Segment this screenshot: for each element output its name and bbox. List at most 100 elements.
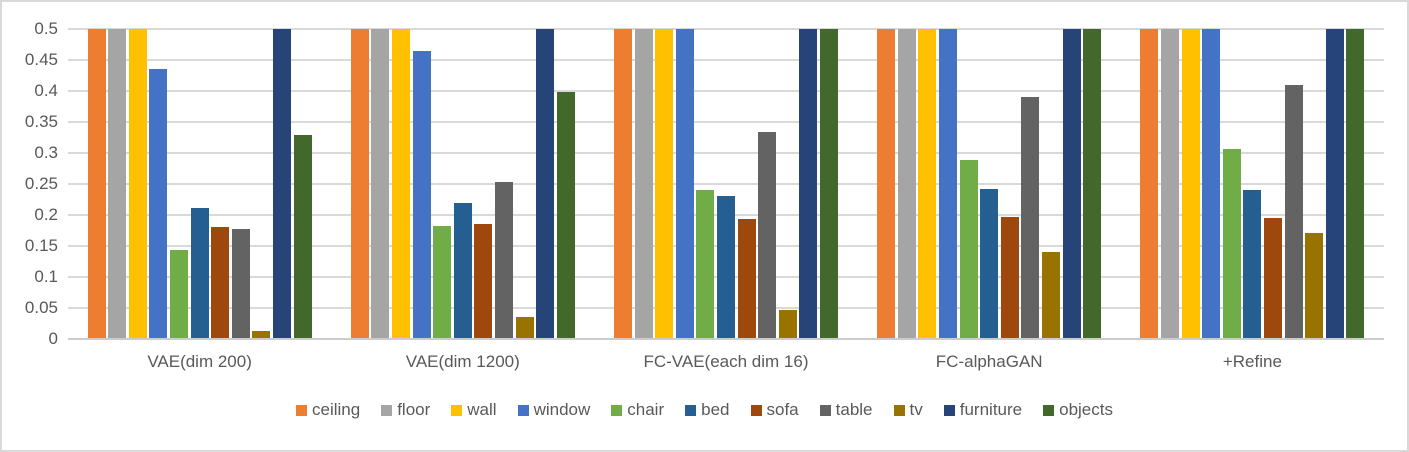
y-tick-label: 0.4 [34, 81, 58, 100]
bar-group-2 [331, 29, 594, 339]
bar-sofa [1264, 218, 1282, 339]
bar-window [1202, 29, 1221, 339]
bar-furniture [1325, 29, 1344, 339]
y-tick-label: 0.3 [34, 143, 58, 162]
bar-table [1284, 85, 1303, 339]
legend-swatch-icon [1043, 404, 1055, 416]
bar-ceiling [877, 29, 896, 339]
bar-groups [68, 29, 1384, 339]
bar-objects [819, 29, 838, 339]
gridline [68, 28, 1384, 30]
y-tick-label: 0 [48, 329, 58, 348]
legend-swatch-icon [819, 404, 831, 416]
legend-label: ceiling [311, 400, 361, 419]
bar-chair [1222, 149, 1241, 339]
bar-group-1 [68, 29, 331, 339]
legend-swatch-icon [943, 404, 955, 416]
y-tick-label: 0.5 [34, 19, 58, 38]
legend-label: window [533, 400, 591, 419]
y-tick-label: 0.45 [24, 50, 58, 69]
legend-swatch-icon [893, 404, 905, 416]
gridline [68, 121, 1384, 123]
bar-wall [128, 29, 147, 339]
bar-objects [556, 91, 575, 339]
gridline [68, 90, 1384, 92]
legend-swatch-icon [750, 404, 762, 416]
legend-item-table: table [819, 400, 873, 420]
bar-objects [1346, 29, 1365, 339]
bar-ceiling [350, 29, 369, 339]
bar-sofa [1000, 217, 1019, 339]
legend-label: furniture [959, 400, 1023, 419]
gridline [68, 59, 1384, 61]
bar-table [231, 228, 250, 339]
plot-area [68, 28, 1384, 340]
bar-floor [897, 29, 916, 339]
legend-item-objects: objects [1043, 400, 1113, 420]
bar-group-5 [1121, 29, 1384, 339]
legend-label: objects [1059, 400, 1113, 419]
bar-bed [717, 196, 735, 339]
bar-furniture [1062, 29, 1081, 339]
bar-table [494, 181, 513, 339]
bar-wall [392, 29, 411, 339]
bar-bed [190, 208, 209, 339]
x-category-label: FC-VAE(each dim 16) [643, 352, 809, 371]
bar-window [675, 29, 694, 339]
legend-item-window: window [517, 400, 591, 420]
legend-label: floor [397, 400, 431, 419]
bar-group-4 [858, 29, 1121, 339]
bar-tv [252, 330, 271, 339]
bar-objects [1083, 29, 1102, 339]
legend-label: sofa [766, 400, 799, 419]
bar-ceiling [1140, 29, 1159, 339]
legend-swatch-icon [295, 404, 307, 416]
x-category-label: +Refine [1222, 352, 1282, 371]
y-tick-label: 0.1 [34, 267, 58, 286]
bar-group-3 [594, 29, 857, 339]
legend-label: chair [627, 400, 665, 419]
bar-sofa [474, 224, 493, 339]
bar-furniture [799, 29, 818, 339]
bar-chair [433, 225, 452, 339]
bar-ceiling [87, 29, 106, 339]
bar-bed [453, 203, 472, 339]
bar-chair [959, 159, 978, 339]
bar-furniture [272, 29, 291, 339]
bar-tv [1305, 232, 1324, 339]
legend-label: tv [909, 400, 923, 419]
bar-wall [655, 29, 674, 339]
legend-swatch-icon [381, 404, 393, 416]
bar-tv [515, 317, 534, 339]
y-tick-label: 0.15 [24, 236, 58, 255]
bar-bed [1243, 189, 1262, 339]
x-category-label: FC-alphaGAN [935, 352, 1043, 371]
bar-floor [371, 29, 390, 339]
bar-chair [696, 189, 715, 339]
bar-window [939, 29, 958, 339]
bar-floor [634, 29, 653, 339]
x-axis-line [68, 338, 1384, 340]
legend-item-tv: tv [893, 400, 923, 420]
legend-item-ceiling: ceiling [295, 400, 361, 420]
legend-swatch-icon [685, 404, 697, 416]
y-tick-label: 0.35 [24, 112, 58, 131]
legend: ceiling floor wall window chair bed sofa table t… [2, 400, 1407, 420]
bar-sofa [211, 227, 230, 339]
x-category-label: VAE(dim 200) [147, 352, 252, 371]
bar-bed [980, 188, 999, 339]
bar-tv [778, 310, 797, 339]
legend-label: wall [467, 400, 497, 419]
y-tick-label: 0.05 [24, 298, 58, 317]
gridline [68, 183, 1384, 185]
bar-table [1021, 96, 1040, 339]
legend-swatch-icon [517, 404, 529, 416]
gridline [68, 152, 1384, 154]
legend-swatch-icon [611, 404, 623, 416]
bar-floor [1161, 29, 1180, 339]
legend-item-sofa: sofa [750, 400, 799, 420]
x-category-label: VAE(dim 1200) [405, 352, 520, 371]
y-tick-label: 0.2 [34, 205, 58, 224]
bar-furniture [536, 29, 555, 339]
